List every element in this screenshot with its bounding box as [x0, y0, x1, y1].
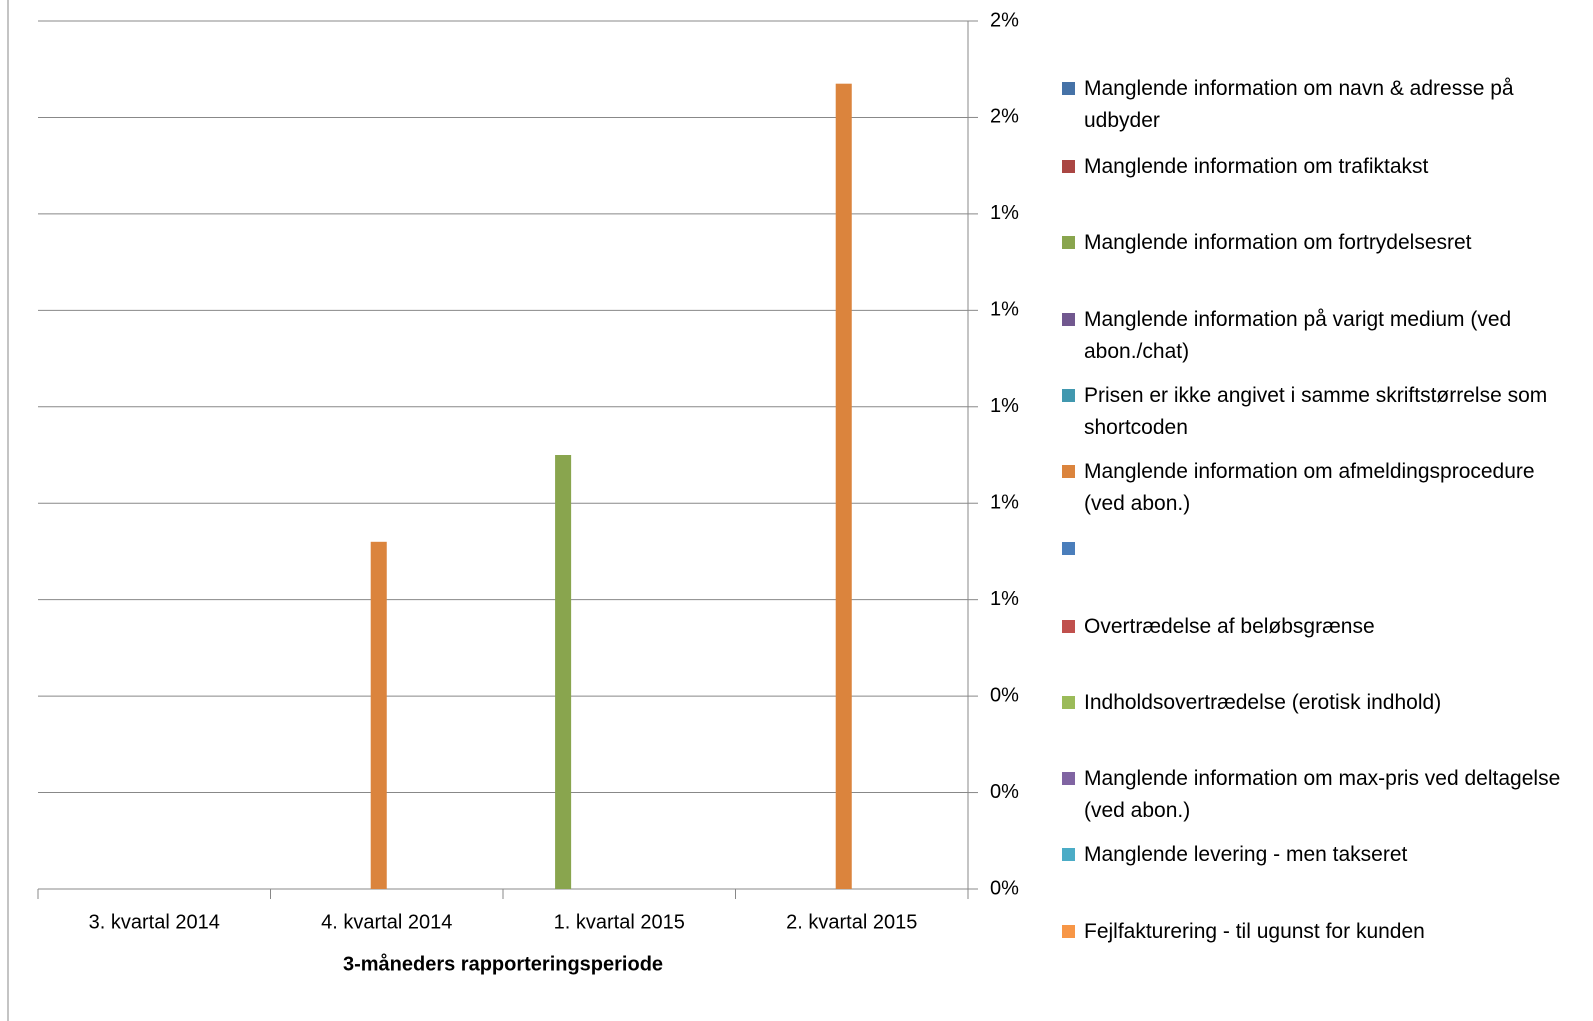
bar: [835, 83, 852, 889]
y-tick-label: 1%: [990, 202, 1019, 224]
legend-swatch: [1062, 160, 1075, 173]
x-tick-label: 3. kvartal 2014: [89, 911, 220, 933]
y-tick-label: 0%: [990, 877, 1019, 899]
bar: [555, 455, 572, 889]
legend-swatch: [1062, 465, 1075, 478]
legend-swatch: [1062, 389, 1075, 402]
legend-item: Fejlfakturering - til ugunst for kunden: [1062, 916, 1562, 948]
legend-label: [1084, 533, 1562, 565]
legend-label: Manglende information på varigt medium (…: [1084, 308, 1512, 363]
legend-item: Indholdsovertrædelse (erotisk indhold): [1062, 687, 1562, 719]
x-tick-label: 1. kvartal 2015: [554, 911, 685, 933]
y-tick-label: 1%: [990, 299, 1019, 321]
legend-item: Manglende information om navn & adresse …: [1062, 73, 1562, 137]
legend-label: Manglende information om max-pris ved de…: [1084, 767, 1561, 822]
y-tick-label: 1%: [990, 395, 1019, 417]
legend-label: Manglende information om navn & adresse …: [1084, 77, 1514, 132]
legend-label: Prisen er ikke angivet i samme skriftstø…: [1084, 384, 1548, 439]
legend-item: Manglende information på varigt medium (…: [1062, 304, 1562, 368]
legend-label: Manglende levering - men takseret: [1084, 843, 1408, 866]
y-tick-label: 2%: [990, 9, 1019, 31]
x-tick-label: 4. kvartal 2014: [321, 911, 452, 933]
legend-item: Manglende information om fortrydelsesret: [1062, 227, 1562, 259]
legend-swatch: [1062, 236, 1075, 249]
legend-label: Indholdsovertrædelse (erotisk indhold): [1084, 691, 1442, 714]
legend-item: Prisen er ikke angivet i samme skriftstø…: [1062, 380, 1562, 444]
legend-swatch: [1062, 542, 1075, 555]
legend-swatch: [1062, 925, 1075, 938]
legend-swatch: [1062, 82, 1075, 95]
legend-swatch: [1062, 848, 1075, 861]
y-tick-label: 1%: [990, 588, 1019, 610]
legend-item: [1062, 533, 1562, 565]
legend-swatch: [1062, 620, 1075, 633]
y-tick-label: 1%: [990, 492, 1019, 514]
y-tick-label: 0%: [990, 684, 1019, 706]
legend-label: Manglende information om fortrydelsesret: [1084, 231, 1472, 254]
legend-label: Manglende information om trafiktakst: [1084, 155, 1429, 178]
legend-label: Fejlfakturering - til ugunst for kunden: [1084, 920, 1425, 943]
y-tick-label: 2%: [990, 106, 1019, 128]
legend-item: Manglende information om trafiktakst: [1062, 151, 1562, 183]
legend-swatch: [1062, 313, 1075, 326]
legend-label: Overtrædelse af beløbsgrænse: [1084, 615, 1375, 638]
legend-item: Manglende information om afmeldingsproce…: [1062, 456, 1562, 520]
x-tick-label: 2. kvartal 2015: [786, 911, 917, 933]
x-axis-title: 3-måneders rapporteringsperiode: [343, 952, 663, 975]
legend-label: Manglende information om afmeldingsproce…: [1084, 460, 1535, 515]
legend-swatch: [1062, 696, 1075, 709]
bar: [370, 541, 387, 889]
legend-item: Overtrædelse af beløbsgrænse: [1062, 611, 1562, 643]
legend-swatch: [1062, 772, 1075, 785]
legend-item: Manglende information om max-pris ved de…: [1062, 763, 1562, 827]
y-tick-label: 0%: [990, 781, 1019, 803]
legend-item: Manglende levering - men takseret: [1062, 839, 1562, 871]
